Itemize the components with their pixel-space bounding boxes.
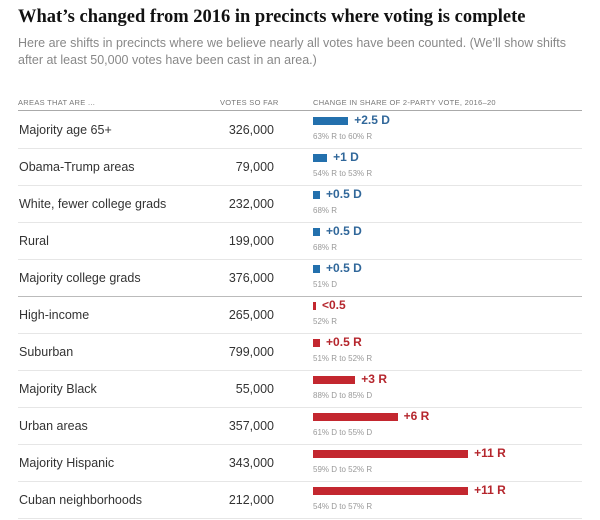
votes-value: 212,000 (228, 493, 274, 507)
area-label: White, fewer college grads (19, 197, 167, 211)
share-detail: 51% R to 52% R (313, 354, 373, 363)
table-row: Majority Hispanic 343,000 +11 R 59% D to 52… (18, 444, 582, 482)
votes-value: 199,000 (228, 234, 274, 248)
share-detail: 52% R (313, 317, 338, 326)
share-detail: 88% D to 85% D (313, 391, 373, 400)
table-row: Majority Black 55,000 +3 R 88% D to 85% D (18, 370, 582, 408)
shift-label: +11 R (474, 446, 506, 460)
share-detail: 68% R (313, 243, 338, 252)
shift-label: +2.5 D (354, 113, 390, 127)
shift-label: +0.5 R (326, 335, 362, 349)
area-label: Urban areas (19, 419, 88, 433)
votes-value: 55,000 (235, 382, 274, 396)
share-detail: 61% D to 55% D (313, 428, 373, 437)
table-row: Cuban neighborhoods 212,000 +11 R 54% D to … (18, 481, 582, 519)
column-header-area: AREAS THAT ARE ... (18, 98, 96, 107)
table-row: Urban areas 357,000 +6 R 61% D to 55% D (18, 407, 582, 445)
shift-bar (313, 228, 321, 236)
area-label: Majority Hispanic (19, 456, 115, 470)
header-divider (18, 110, 582, 111)
votes-value: 232,000 (228, 197, 274, 211)
table-row: Obama-Trump areas 79,000 +1 D 54% R to 53% … (18, 148, 582, 186)
votes-value: 376,000 (228, 271, 274, 285)
area-label: Cuban neighborhoods (19, 493, 143, 507)
table-row: High-income 265,000 <0.5 52% R (18, 296, 582, 334)
shift-label: <0.5 (322, 298, 346, 312)
votes-value: 357,000 (228, 419, 274, 433)
area-label: Suburban (19, 345, 74, 359)
shift-bar (313, 154, 328, 162)
share-detail: 59% D to 52% R (313, 465, 373, 474)
shift-bar (313, 117, 349, 125)
table-row: Rural 199,000 +0.5 D 68% R (18, 222, 582, 260)
shift-bar (313, 413, 398, 421)
table-row: Suburban 799,000 +0.5 R 51% R to 52% R (18, 333, 582, 371)
area-label: Majority Black (19, 382, 97, 396)
area-label: High-income (19, 308, 90, 322)
area-label: Rural (19, 234, 49, 248)
shift-label: +0.5 D (326, 187, 362, 201)
votes-value: 265,000 (228, 308, 274, 322)
shift-label: +1 D (333, 150, 359, 164)
shift-bar (313, 339, 321, 347)
votes-value: 79,000 (235, 160, 274, 174)
area-label: Obama-Trump areas (19, 160, 135, 174)
votes-value: 326,000 (228, 123, 274, 137)
column-header-change: CHANGE IN SHARE OF 2-PARTY VOTE, 2016–20 (313, 98, 496, 107)
shift-bar (313, 302, 316, 310)
votes-value: 799,000 (228, 345, 274, 359)
shift-label: +6 R (403, 409, 430, 423)
shift-bar (313, 376, 356, 384)
table-row: Majority college grads 376,000 +0.5 D 51% D (18, 259, 582, 297)
share-detail: 54% D to 57% R (313, 502, 373, 511)
share-detail: 51% D (313, 280, 338, 289)
column-header-votes: VOTES SO FAR (220, 98, 279, 107)
subtitle: Here are shifts in precincts where we be… (18, 36, 566, 67)
table-row: White, fewer college grads 232,000 +0.5 D 6… (18, 185, 582, 223)
share-detail: 63% R to 60% R (313, 132, 373, 141)
area-label: Majority age 65+ (19, 123, 112, 137)
shift-label: +11 R (474, 483, 506, 497)
share-detail: 68% R (313, 206, 338, 215)
shift-label: +3 R (361, 372, 387, 386)
votes-value: 343,000 (228, 456, 274, 470)
shift-label: +0.5 D (326, 224, 362, 238)
share-detail: 54% R to 53% R (313, 169, 373, 178)
shift-bar (313, 450, 469, 458)
shift-bar (313, 191, 321, 199)
shift-label: +0.5 D (326, 261, 362, 275)
page-title: What’s changed from 2016 in precincts wh… (18, 7, 526, 27)
table-row: Majority age 65+ 326,000 +2.5 D 63% R to 60… (18, 111, 582, 149)
shift-bar (313, 487, 469, 495)
area-label: Majority college grads (19, 271, 141, 285)
shift-bar (313, 265, 321, 273)
